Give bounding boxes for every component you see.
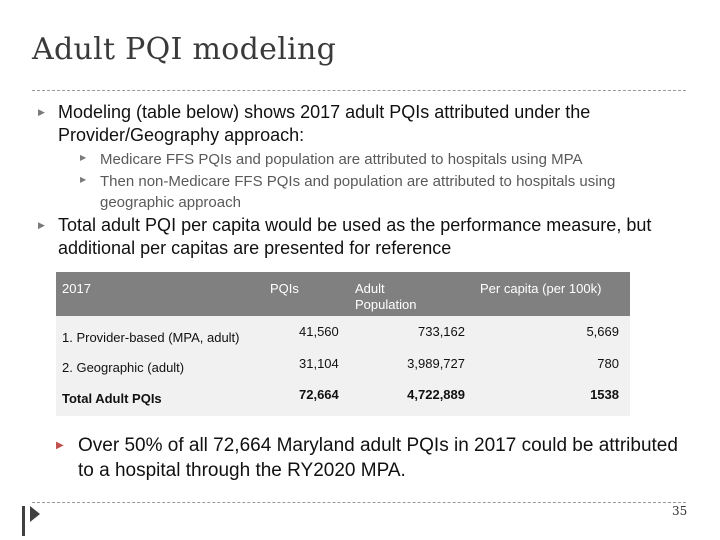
sub-bullet-medicare: Medicare FFS PQIs and population are att… (100, 151, 583, 168)
corner-bar (22, 506, 25, 536)
row2-label: 2. Geographic (adult) (62, 360, 185, 375)
row3-population: 4,722,889 (407, 387, 465, 402)
page-number: 35 (672, 504, 688, 518)
triangle-bullet-icon: ▶ (38, 220, 45, 230)
header-population: Adult Population (355, 281, 417, 312)
table-header: 2017 PQIs Adult Population Per capita (p… (56, 272, 630, 316)
row1-population: 733,162 (418, 324, 465, 339)
table-body: 1. Provider-based (MPA, adult) 41,560 73… (56, 316, 630, 416)
corner-arrow-icon (30, 506, 40, 522)
row2-population: 3,989,727 (407, 356, 465, 371)
triangle-bullet-icon: ▶ (80, 175, 87, 184)
triangle-bullet-icon: ▶ (38, 107, 45, 117)
header-pqis: PQIs (270, 281, 299, 296)
row3-label: Total Adult PQIs (62, 391, 162, 406)
header-year: 2017 (62, 281, 91, 296)
bullet-modeling: Modeling (table below) shows 2017 adult … (58, 102, 591, 145)
triangle-bullet-icon: ▶ (56, 440, 64, 451)
header-per-capita: Per capita (per 100k) (480, 281, 602, 296)
slide-title: Adult PQI modeling (32, 32, 337, 67)
row1-per-capita: 5,669 (586, 324, 619, 339)
triangle-bullet-icon: ▶ (80, 153, 87, 162)
row3-per-capita: 1538 (590, 387, 619, 402)
row1-label: 1. Provider-based (MPA, adult) (62, 330, 240, 345)
row2-per-capita: 780 (597, 356, 619, 371)
sub-bullet-non-medicare: Then non-Medicare FFS PQIs and populatio… (100, 173, 616, 211)
row2-pqis: 31,104 (299, 356, 339, 371)
footer-divider (32, 502, 686, 503)
bullet-conclusion: Over 50% of all 72,664 Maryland adult PQ… (78, 435, 678, 481)
row3-pqis: 72,664 (299, 387, 339, 402)
row1-pqis: 41,560 (299, 324, 339, 339)
title-divider (32, 90, 686, 91)
bullet-per-capita: Total adult PQI per capita would be used… (58, 215, 652, 258)
pqi-table: 2017 PQIs Adult Population Per capita (p… (56, 272, 630, 416)
